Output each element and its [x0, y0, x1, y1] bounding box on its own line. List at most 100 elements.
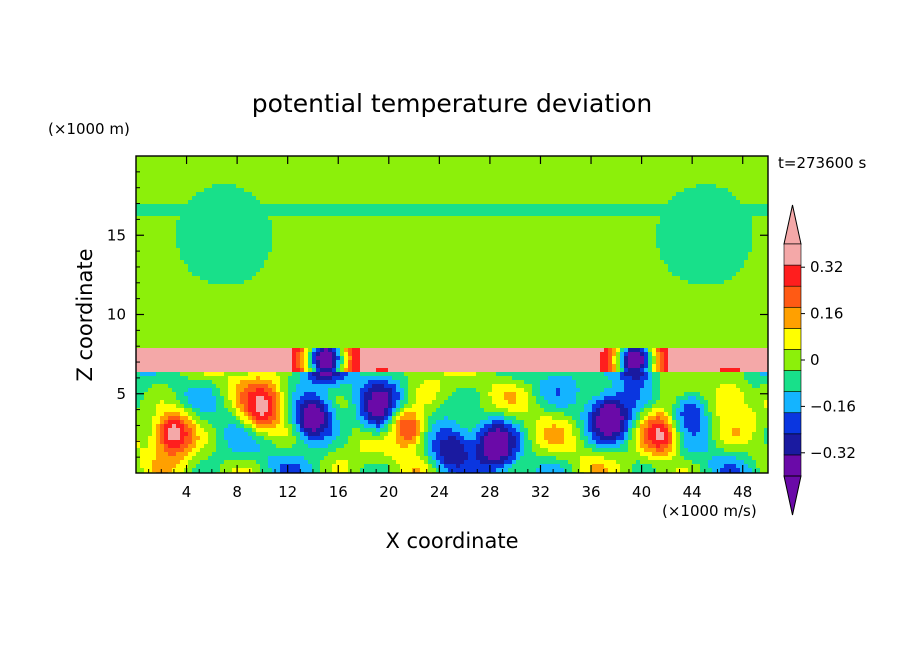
field-cell [360, 248, 365, 253]
field-cell [304, 260, 309, 265]
field-cell [408, 252, 413, 257]
field-cell [660, 204, 665, 209]
field-cell [232, 220, 237, 225]
field-cell [728, 240, 733, 245]
field-cell [268, 180, 273, 185]
field-cell [532, 224, 537, 229]
field-cell [660, 188, 665, 193]
field-cell [608, 156, 613, 161]
field-cell [688, 168, 693, 173]
field-cell [648, 192, 653, 197]
field-cell [180, 232, 185, 237]
y-unit-label: (×1000 m) [48, 120, 130, 138]
field-cell [688, 208, 693, 213]
field-cell [596, 268, 601, 273]
field-cell [648, 160, 653, 165]
field-cell [448, 208, 453, 213]
field-cell [356, 172, 361, 177]
field-cell [328, 252, 333, 257]
field-cell [264, 228, 269, 233]
field-cell [560, 256, 565, 261]
field-cell [488, 212, 493, 217]
field-cell [216, 268, 221, 273]
field-cell [168, 280, 173, 285]
field-cell [468, 240, 473, 245]
field-cell [660, 212, 665, 217]
field-cell [608, 276, 613, 281]
field-cell [240, 236, 245, 241]
field-cell [472, 272, 477, 277]
field-cell [752, 208, 757, 213]
field-cell [656, 208, 661, 213]
field-cell [380, 188, 385, 193]
field-cell [296, 252, 301, 257]
field-cell [152, 240, 157, 245]
field-cell [716, 248, 721, 253]
field-cell [136, 200, 141, 205]
field-cell [416, 276, 421, 281]
field-cell [748, 164, 753, 169]
field-cell [732, 212, 737, 217]
field-cell [156, 248, 161, 253]
field-cell [492, 192, 497, 197]
field-cell [512, 208, 517, 213]
field-cell [212, 224, 217, 229]
field-cell [348, 196, 353, 201]
field-cell [192, 228, 197, 233]
field-cell [144, 188, 149, 193]
field-cell [532, 236, 537, 241]
field-cell [336, 232, 341, 237]
field-cell [732, 196, 737, 201]
field-cell [384, 232, 389, 237]
field-cell [340, 228, 345, 233]
field-cell [304, 252, 309, 257]
field-cell [676, 248, 681, 253]
field-cell [296, 192, 301, 197]
field-cell [432, 184, 437, 189]
field-cell [196, 228, 201, 233]
field-cell [320, 236, 325, 241]
field-cell [376, 196, 381, 201]
field-cell [496, 232, 501, 237]
field-cell [384, 184, 389, 189]
field-cell [620, 252, 625, 257]
field-cell [356, 208, 361, 213]
field-cell [444, 276, 449, 281]
field-cell [708, 156, 713, 161]
field-cell [176, 236, 181, 241]
field-cell [748, 240, 753, 245]
field-cell [464, 156, 469, 161]
field-cell [624, 204, 629, 209]
field-cell [512, 256, 517, 261]
field-cell [712, 204, 717, 209]
field-cell [696, 240, 701, 245]
field-cell [720, 176, 725, 181]
field-cell [168, 220, 173, 225]
field-cell [692, 216, 697, 221]
field-cell [684, 240, 689, 245]
field-cell [404, 204, 409, 209]
field-cell [500, 200, 505, 205]
field-cell [200, 192, 205, 197]
field-cell [424, 212, 429, 217]
field-cell [440, 252, 445, 257]
field-cell [692, 268, 697, 273]
field-cell [484, 264, 489, 269]
field-cell [224, 256, 229, 261]
field-cell [172, 204, 177, 209]
field-cell [540, 228, 545, 233]
field-cell [612, 236, 617, 241]
field-cell [724, 224, 729, 229]
field-cell [360, 272, 365, 277]
field-cell [392, 248, 397, 253]
field-cell [316, 156, 321, 161]
field-cell [148, 220, 153, 225]
field-cell [620, 228, 625, 233]
field-cell [468, 168, 473, 173]
field-cell [764, 256, 768, 261]
field-cell [208, 280, 213, 285]
field-cell [364, 184, 369, 189]
field-cell [484, 156, 489, 161]
field-cell [504, 200, 509, 205]
field-cell [516, 232, 521, 237]
